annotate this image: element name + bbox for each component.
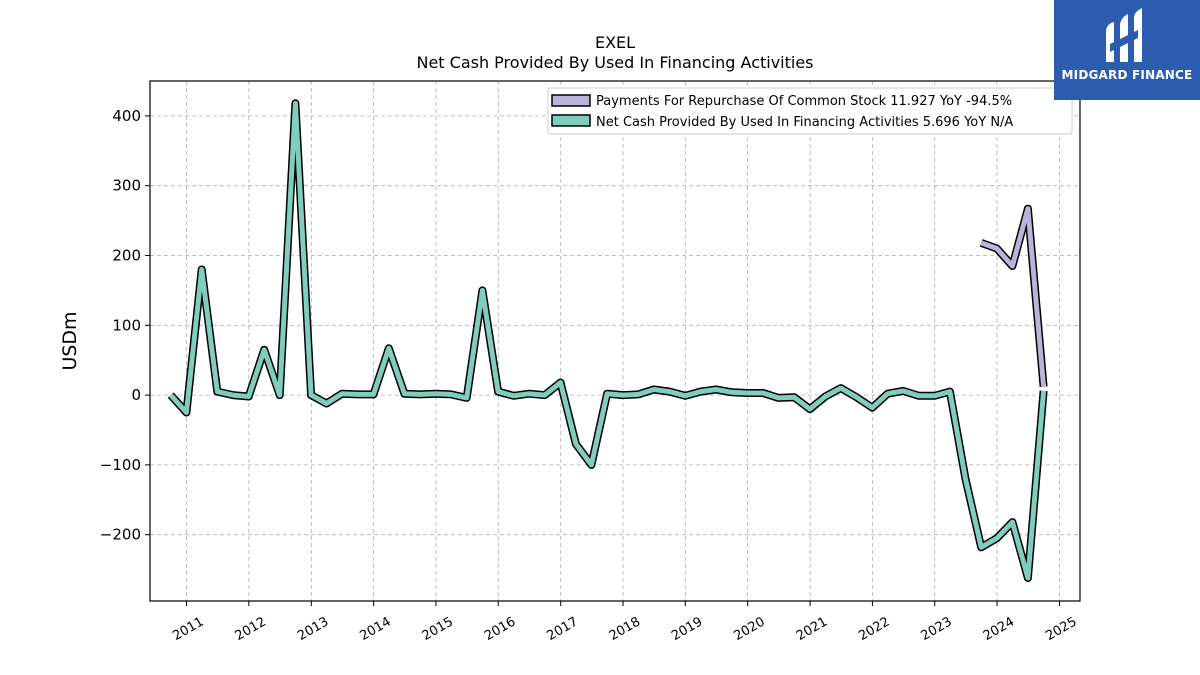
brand-mark-icon <box>1106 8 1142 62</box>
x-tick-label: 2016 <box>482 614 518 644</box>
x-tick-label: 2011 <box>170 614 206 644</box>
x-tick-label: 2025 <box>1043 614 1079 644</box>
chart-title: EXEL <box>595 33 635 52</box>
x-tick-label: 2023 <box>919 614 955 644</box>
x-tick-label: 2021 <box>794 614 830 644</box>
legend-label-repurchase: Payments For Repurchase Of Common Stock … <box>596 94 1012 109</box>
y-tick-label: 100 <box>112 316 141 334</box>
series-financing-line <box>168 100 1047 581</box>
x-tick-label: 2017 <box>545 614 581 644</box>
y-tick-label: −200 <box>100 526 141 544</box>
brand-logo: MIDGARD FINANCE <box>1054 0 1200 100</box>
x-tick-label: 2024 <box>981 614 1017 644</box>
legend-label-financing: Net Cash Provided By Used In Financing A… <box>596 115 1013 130</box>
x-tick-label: 2019 <box>669 614 705 644</box>
y-tick-label: −100 <box>100 456 141 474</box>
x-tick-label: 2018 <box>607 614 643 644</box>
y-axis: 400 300 200 100 0 −100 −200 <box>100 107 150 544</box>
chart-subtitle: Net Cash Provided By Used In Financing A… <box>416 53 813 72</box>
legend-swatch-financing <box>551 114 591 127</box>
x-tick-label: 2012 <box>233 614 269 644</box>
x-tick-label: 2015 <box>420 614 456 644</box>
x-axis: 2011 2012 2013 2014 2015 2016 2017 2018 2019 2020… <box>170 601 1080 644</box>
legend-box <box>547 87 1073 135</box>
legend: Payments For Repurchase Of Common Stock … <box>547 87 1073 135</box>
brand-name: MIDGARD FINANCE <box>1061 68 1193 82</box>
x-tick-label: 2014 <box>357 614 393 644</box>
series-repurchase-line <box>980 206 1047 387</box>
x-tick-label: 2013 <box>295 614 331 644</box>
y-axis-label: USDm <box>59 311 81 370</box>
y-tick-label: 300 <box>112 177 141 195</box>
x-tick-label: 2022 <box>856 614 892 644</box>
y-tick-label: 200 <box>112 246 141 264</box>
x-tick-label: 2020 <box>731 614 767 644</box>
y-tick-label: 0 <box>131 386 141 404</box>
legend-swatch-repurchase <box>551 94 591 107</box>
plot-frame <box>149 80 1081 602</box>
y-tick-label: 400 <box>112 107 141 125</box>
series-layer <box>167 99 1048 582</box>
